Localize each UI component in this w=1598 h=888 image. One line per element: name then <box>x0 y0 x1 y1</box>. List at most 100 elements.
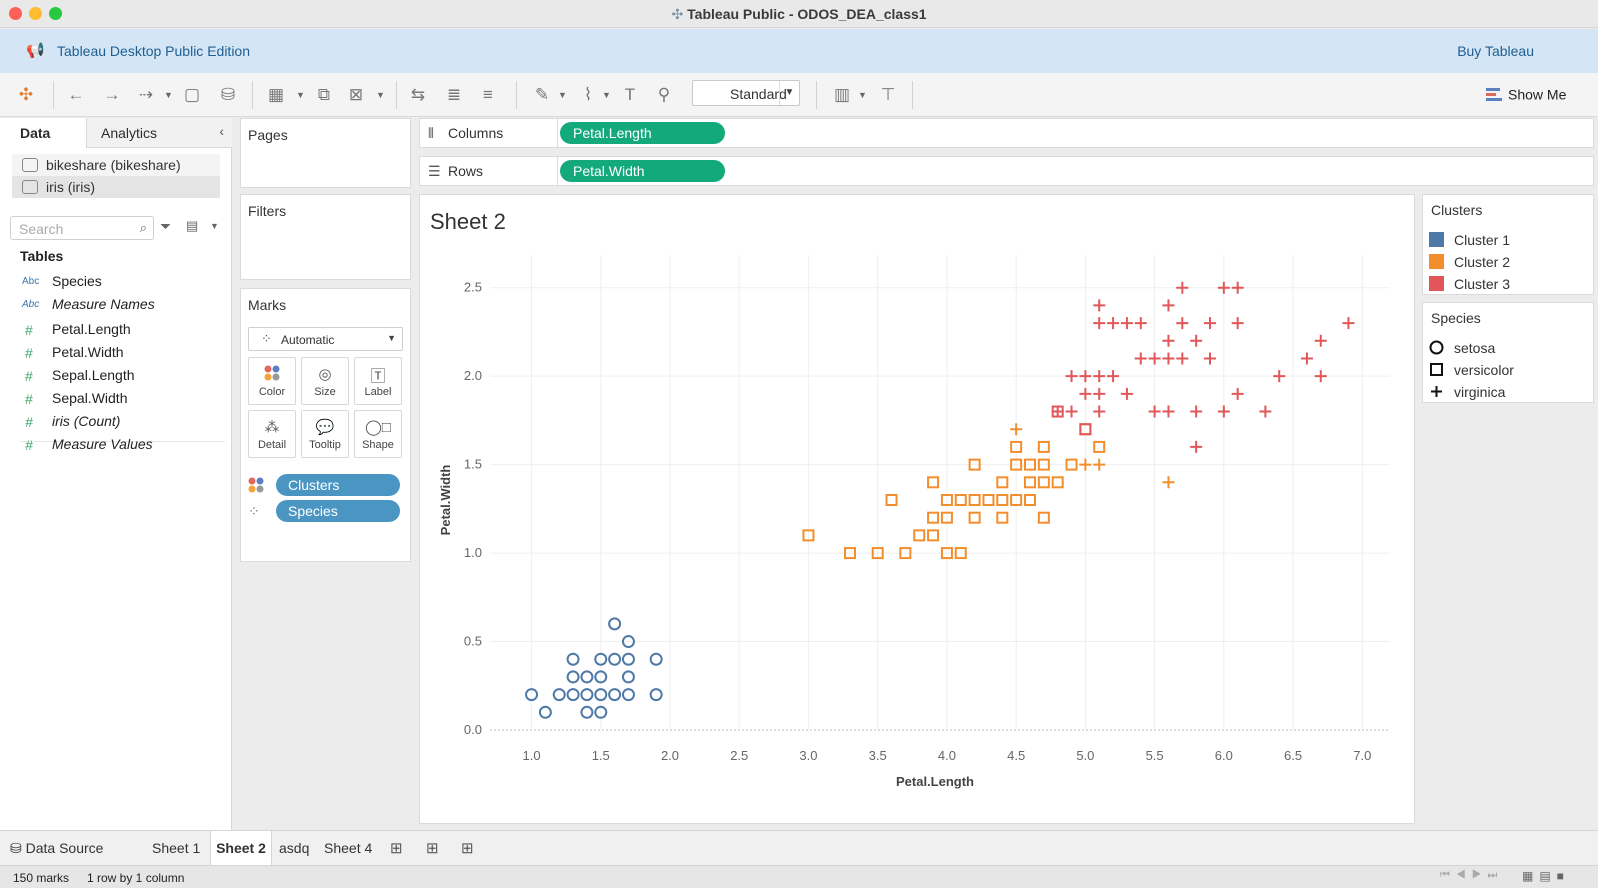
data-point-versicolor[interactable] <box>885 494 898 506</box>
data-point-versicolor[interactable] <box>1037 511 1050 524</box>
field-measure-values[interactable]: # Measure Values <box>20 436 225 458</box>
size-button[interactable]: ◎ Size <box>301 357 349 405</box>
data-point-versicolor[interactable] <box>802 529 815 542</box>
field-search-input[interactable]: Search ⌕ <box>10 216 154 240</box>
tableau-home-icon[interactable]: ✣ <box>18 85 34 104</box>
data-point-virginica[interactable] <box>1120 387 1133 400</box>
buy-tableau-link[interactable]: Buy Tableau <box>1457 43 1534 59</box>
undo-icon[interactable]: ← <box>67 85 85 104</box>
legend-item-virginica[interactable]: virginica <box>1429 382 1589 404</box>
data-point-versicolor[interactable] <box>844 547 856 560</box>
sort-ascending-icon[interactable]: ≣ <box>446 85 462 104</box>
redo-icon[interactable]: → <box>103 85 121 104</box>
data-point-virginica[interactable] <box>1162 476 1175 489</box>
field-measure-names[interactable]: Abc Measure Names <box>20 296 225 318</box>
mark-type-dropdown[interactable]: ⁘ Automatic ▼ <box>248 327 403 351</box>
data-point-virginica[interactable] <box>1176 281 1189 294</box>
new-worksheet-icon[interactable]: ▦ <box>267 85 285 104</box>
tab-data[interactable]: Data <box>0 118 87 148</box>
data-point-setosa[interactable] <box>580 705 594 719</box>
data-point-virginica[interactable] <box>1300 352 1313 365</box>
data-point-setosa[interactable] <box>580 670 594 684</box>
field-species[interactable]: Abc Species <box>20 273 225 295</box>
tab-asdq[interactable]: asdq <box>279 840 310 856</box>
data-point-virginica[interactable] <box>1093 299 1106 312</box>
chevron-down-icon[interactable]: ▼ <box>210 221 219 231</box>
data-point-virginica[interactable] <box>1162 405 1175 418</box>
data-point-setosa[interactable] <box>649 688 663 702</box>
close-window-button[interactable] <box>9 7 22 20</box>
filter-icon[interactable]: ⏷ <box>160 218 172 234</box>
data-point-virginica[interactable] <box>1107 317 1120 330</box>
data-point-versicolor[interactable] <box>996 476 1009 489</box>
data-point-versicolor[interactable] <box>954 547 967 560</box>
data-point-virginica[interactable] <box>1217 405 1230 418</box>
shape-button[interactable]: ◯□ Shape <box>354 410 402 458</box>
data-point-virginica[interactable] <box>1148 405 1161 418</box>
label-button[interactable]: 🅃 Label <box>354 357 402 405</box>
data-point-virginica[interactable] <box>1190 440 1203 453</box>
group-members-icon[interactable]: ⌇ <box>583 85 593 104</box>
clusters-pill[interactable]: Clusters <box>276 474 400 496</box>
data-point-setosa[interactable] <box>649 652 663 666</box>
new-worksheet-caret-icon[interactable]: ▼ <box>296 90 305 100</box>
duplicate-sheet-icon[interactable]: ⧉ <box>317 85 331 104</box>
save-icon[interactable]: ▢ <box>183 85 201 104</box>
data-point-virginica[interactable] <box>1190 405 1203 418</box>
data-point-virginica[interactable] <box>1065 405 1078 418</box>
data-point-versicolor[interactable] <box>1079 423 1092 436</box>
detail-button[interactable]: ⁂ Detail <box>248 410 296 458</box>
data-point-versicolor[interactable] <box>996 494 1009 506</box>
data-point-virginica[interactable] <box>1204 317 1216 330</box>
collapse-pane-icon[interactable]: ‹ <box>219 123 224 139</box>
data-point-virginica[interactable] <box>1176 317 1189 330</box>
data-point-versicolor[interactable] <box>968 494 981 506</box>
scatter-plot[interactable]: 1.0 1.5 2.0 2.5 3.0 3.5 4.0 4.5 5.0 5.5 6.0 6.5 7.0 0… <box>420 195 1416 825</box>
show-mark-labels-icon[interactable]: T <box>624 85 636 104</box>
tab-data-source[interactable]: ⛁ Data Source <box>10 840 104 856</box>
data-point-virginica[interactable] <box>1107 370 1120 383</box>
data-point-versicolor[interactable] <box>927 476 940 489</box>
data-point-versicolor[interactable] <box>899 547 912 560</box>
new-dashboard-icon[interactable]: ⊞ <box>426 840 439 857</box>
data-point-setosa[interactable] <box>552 688 566 702</box>
data-point-virginica[interactable] <box>1162 334 1175 347</box>
data-point-virginica[interactable] <box>1093 387 1106 400</box>
tab-analytics[interactable]: Analytics ‹ <box>87 118 232 147</box>
data-point-versicolor[interactable] <box>1010 440 1023 453</box>
data-source-iris[interactable]: iris (iris) <box>12 176 220 198</box>
data-point-virginica[interactable] <box>1314 370 1327 383</box>
legend-item-cluster-2[interactable]: Cluster 2 <box>1429 252 1589 274</box>
data-point-virginica[interactable] <box>1162 299 1175 312</box>
data-point-versicolor[interactable] <box>968 458 981 471</box>
replay-icon[interactable]: ⇢ <box>138 85 154 104</box>
data-point-virginica[interactable] <box>1231 387 1244 400</box>
data-point-virginica[interactable] <box>1231 317 1244 330</box>
data-point-setosa[interactable] <box>580 688 594 702</box>
data-point-versicolor[interactable] <box>940 494 953 506</box>
data-point-versicolor[interactable] <box>954 494 967 506</box>
data-point-virginica[interactable] <box>1204 352 1216 365</box>
swap-rows-columns-icon[interactable]: ⇆ <box>410 85 426 104</box>
petal-length-pill[interactable]: Petal.Length <box>560 122 725 144</box>
data-point-setosa[interactable] <box>594 652 608 666</box>
data-point-versicolor[interactable] <box>1037 458 1050 471</box>
data-point-setosa[interactable] <box>621 670 635 684</box>
data-point-setosa[interactable] <box>608 652 622 666</box>
data-point-virginica[interactable] <box>1231 281 1244 294</box>
data-point-versicolor[interactable] <box>1037 440 1050 453</box>
data-point-virginica[interactable] <box>1079 458 1092 471</box>
data-point-versicolor[interactable] <box>982 494 995 506</box>
data-point-setosa[interactable] <box>594 670 608 684</box>
field-sepal-width[interactable]: # Sepal.Width <box>20 390 225 412</box>
legend-item-cluster-3[interactable]: Cluster 3 <box>1429 274 1589 296</box>
data-point-virginica[interactable] <box>1093 458 1106 471</box>
tab-sheet-2[interactable]: Sheet 2 <box>210 831 272 865</box>
show-cards-icon[interactable]: ▥ <box>833 85 851 104</box>
data-point-virginica[interactable] <box>1120 317 1133 330</box>
data-point-versicolor[interactable] <box>1024 494 1036 506</box>
data-point-versicolor[interactable] <box>927 529 940 542</box>
legend-item-setosa[interactable]: setosa <box>1429 338 1589 360</box>
petal-width-pill[interactable]: Petal.Width <box>560 160 725 182</box>
data-point-virginica[interactable] <box>1314 334 1327 347</box>
